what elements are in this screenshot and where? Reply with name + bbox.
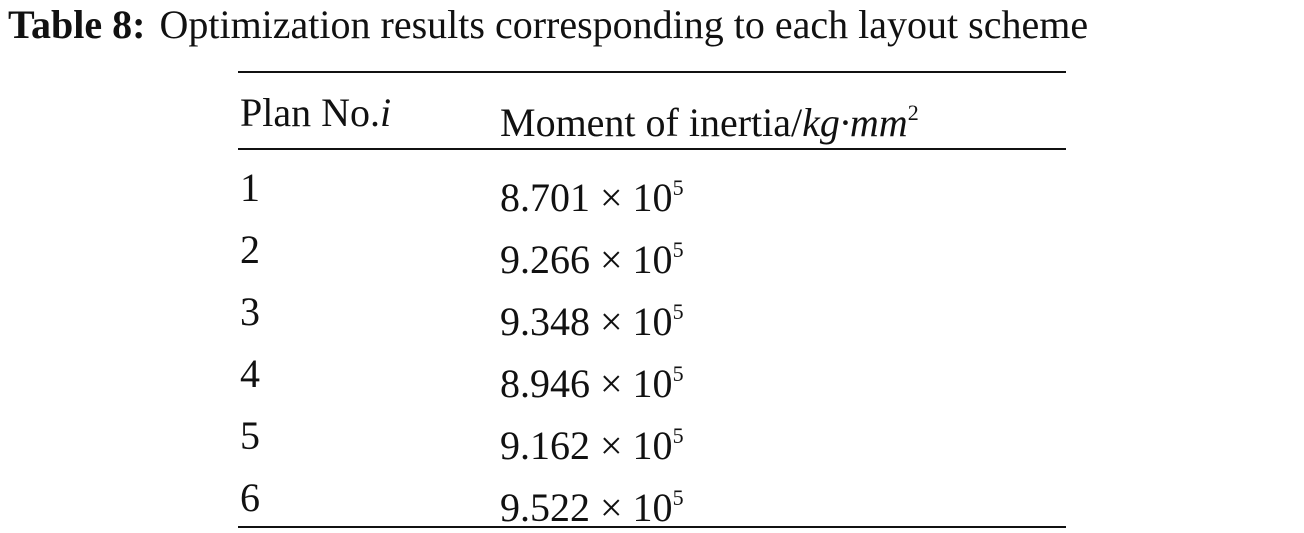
caption-text: Optimization results corresponding to ea… (159, 2, 1089, 47)
header-superscript: 2 (907, 100, 919, 125)
header-cell: Moment of inertia/kg·mm2 (500, 90, 919, 146)
inertia-cell: 8.946 × 105 (500, 351, 684, 407)
header-rule (238, 148, 1066, 150)
plan-cell: 2 (240, 227, 260, 272)
inertia-base: 8.701 × 10 (500, 175, 673, 220)
inertia-cell: 8.701 × 105 (500, 165, 684, 221)
inertia-base: 9.266 × 10 (500, 237, 673, 282)
inertia-exponent: 5 (672, 361, 684, 386)
header-text: Moment of inertia/ (500, 100, 803, 145)
plan-cell: 6 (240, 475, 260, 520)
header-italic: i (380, 90, 392, 135)
top-rule (238, 71, 1066, 73)
header-text: Plan No. (240, 90, 380, 135)
header-italic: kg·mm (802, 100, 908, 145)
header-cell: Plan No.i (240, 90, 391, 136)
table-caption: Table 8: Optimization results correspondi… (8, 2, 1088, 48)
inertia-base: 8.946 × 10 (500, 361, 673, 406)
inertia-exponent: 5 (672, 485, 684, 510)
inertia-cell: 9.162 × 105 (500, 413, 684, 469)
inertia-cell: 9.266 × 105 (500, 227, 684, 283)
caption-label: Table 8: (8, 2, 146, 47)
plan-cell: 1 (240, 165, 260, 210)
inertia-exponent: 5 (672, 237, 684, 262)
plan-cell: 4 (240, 351, 260, 396)
inertia-exponent: 5 (672, 299, 684, 324)
inertia-cell: 9.522 × 105 (500, 475, 684, 531)
inertia-cell: 9.348 × 105 (500, 289, 684, 345)
inertia-base: 9.522 × 10 (500, 485, 673, 530)
inertia-exponent: 5 (672, 423, 684, 448)
plan-cell: 3 (240, 289, 260, 334)
inertia-exponent: 5 (672, 175, 684, 200)
bottom-rule (238, 526, 1066, 528)
inertia-base: 9.348 × 10 (500, 299, 673, 344)
inertia-base: 9.162 × 10 (500, 423, 673, 468)
plan-cell: 5 (240, 413, 260, 458)
